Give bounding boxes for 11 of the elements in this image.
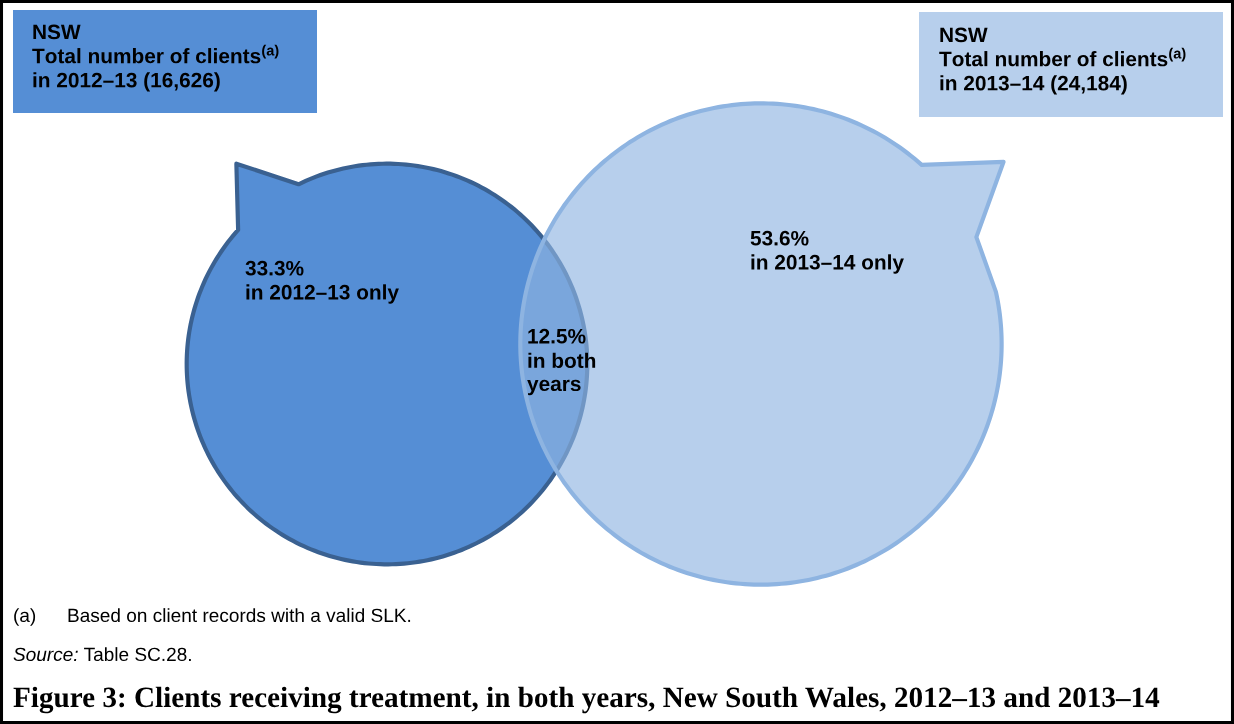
category-label: in both years: [527, 352, 596, 396]
category-label: in 2012–13 only: [246, 284, 399, 304]
category-label: in 2013–14 only: [751, 254, 904, 274]
text: NSW Total number of clients$^{(a)}$ in 2013–14 (24,184): [939, 27, 1186, 95]
data-label: 33.3%: [245, 260, 304, 276]
data-label: 53.6%: [750, 230, 809, 246]
source-note: Source: Table SC.28.: [13, 647, 191, 662]
text: Figure 3: Clients receiving treatment, in both years, New South Wales, 2012–13 and 2013–14: [13, 686, 1160, 714]
text: NSW Total number of clients$^{(a)}$ in 2012–13 (16,626): [32, 24, 279, 92]
data-label: 12.5%: [528, 328, 586, 344]
text: (a) Based on client records with a valid SLK.: [14, 608, 411, 626]
